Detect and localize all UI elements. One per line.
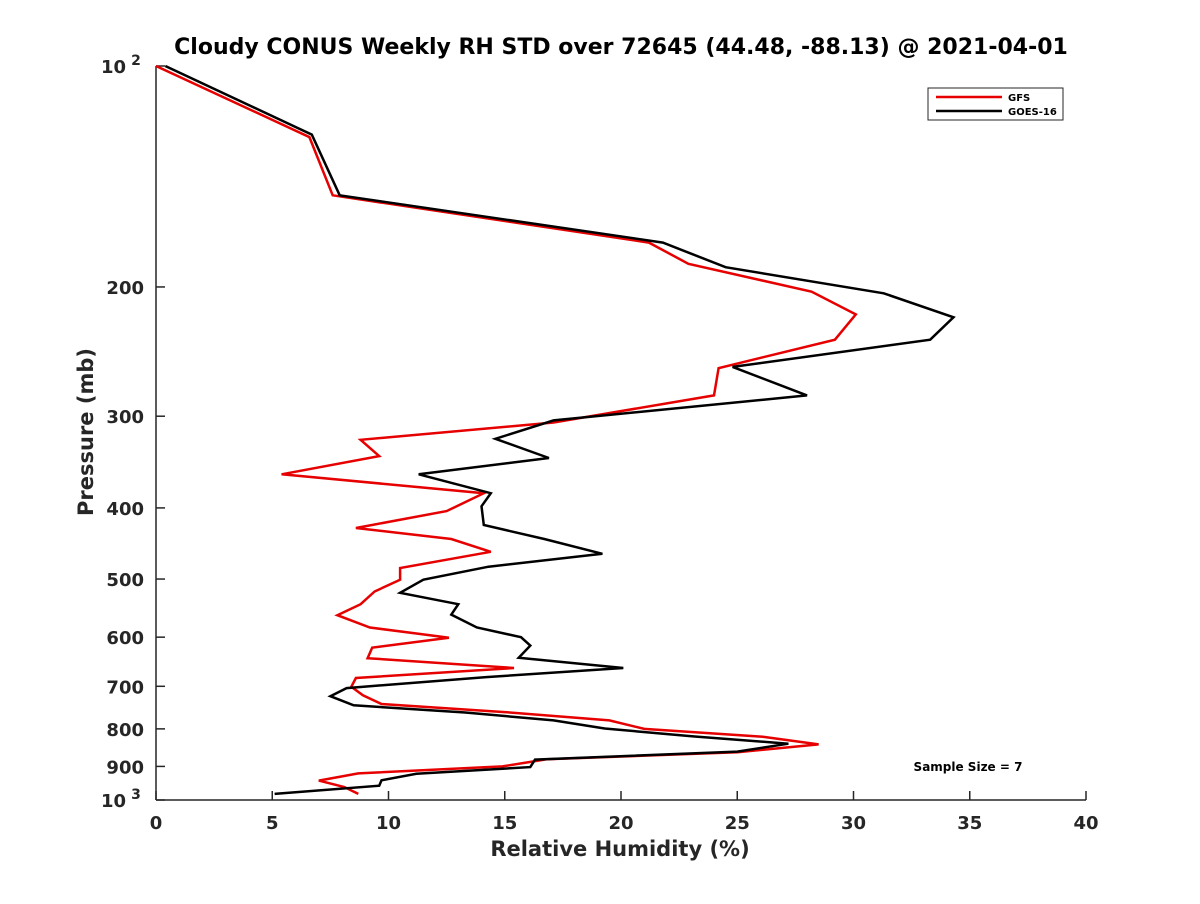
x-tick-label: 40	[1073, 813, 1098, 834]
series-line-goes16	[164, 64, 956, 796]
y-tick-label-exponent: 2	[131, 53, 141, 69]
y-tick-label-base: 10	[101, 57, 126, 78]
y-tick-label: 800	[106, 720, 144, 741]
x-tick-label: 35	[957, 813, 982, 834]
y-tick-label-base: 10	[101, 791, 126, 812]
y-tick-label: 700	[106, 677, 144, 698]
series-layer	[155, 64, 956, 796]
legend: GFS GOES-16	[927, 87, 1064, 121]
y-tick-label: 200	[106, 278, 144, 299]
x-tick-label: 5	[266, 813, 279, 834]
x-tick-label: 30	[841, 813, 866, 834]
x-tick-label: 15	[492, 813, 517, 834]
y-tick-label: 300	[106, 407, 144, 428]
y-tick-label: 500	[106, 570, 144, 591]
sample-size-annotation: Sample Size = 7	[914, 760, 1023, 774]
x-tick-label: 0	[150, 813, 163, 834]
x-tick-label: 20	[608, 813, 633, 834]
x-tick-label: 25	[725, 813, 750, 834]
ticks-layer: 0 5 10 15 20 25 30 35 40 10 2 200 300 400 500 600 700 800…	[101, 53, 1099, 834]
legend-label-goes16: GOES-16	[1008, 107, 1057, 118]
x-axis-label: Relative Humidity (%)	[490, 837, 749, 861]
x-tick-label: 10	[376, 813, 401, 834]
legend-box	[927, 87, 1064, 121]
y-tick-label-exponent: 3	[131, 787, 141, 803]
legend-label-gfs: GFS	[1008, 93, 1030, 104]
chart-title: Cloudy CONUS Weekly RH STD over 72645 (4…	[174, 35, 1068, 60]
y-axis-label: Pressure (mb)	[74, 348, 98, 516]
y-tick-label: 900	[106, 757, 144, 778]
y-tick-label: 10	[101, 791, 126, 812]
y-tick-label: 10	[101, 57, 126, 78]
y-tick-label: 400	[106, 499, 144, 520]
y-tick-label: 600	[106, 628, 144, 649]
series-line-gfs	[155, 64, 858, 796]
